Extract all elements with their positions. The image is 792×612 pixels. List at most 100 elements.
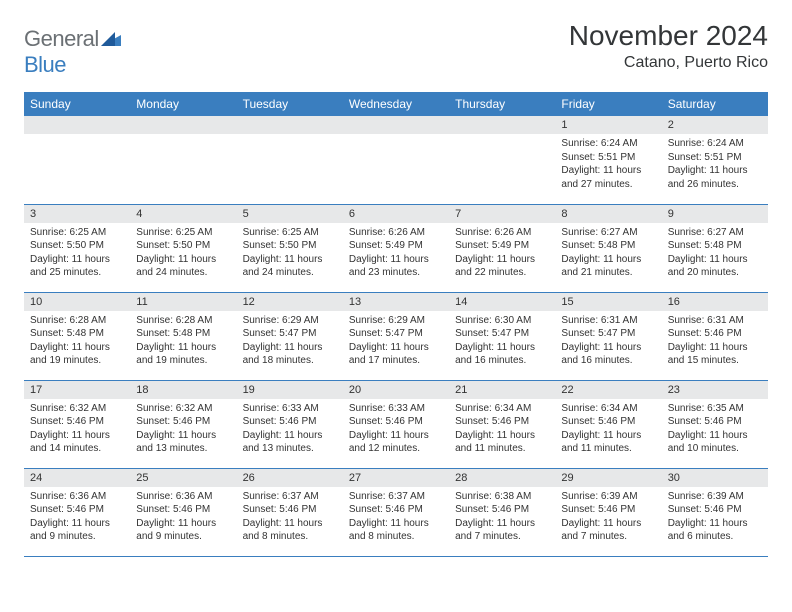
day-number: 8 (555, 205, 661, 223)
weekday-header: Friday (555, 92, 661, 116)
day-detail: Sunrise: 6:33 AMSunset: 5:46 PMDaylight:… (237, 399, 343, 460)
daylight-text: Daylight: 11 hours and 7 minutes. (455, 517, 549, 544)
weekday-header: Tuesday (237, 92, 343, 116)
sunrise-text: Sunrise: 6:24 AM (561, 137, 655, 151)
sunrise-text: Sunrise: 6:31 AM (561, 314, 655, 328)
logo-text: GeneralBlue (24, 26, 121, 78)
day-number: 7 (449, 205, 555, 223)
calendar-cell: 26Sunrise: 6:37 AMSunset: 5:46 PMDayligh… (237, 468, 343, 556)
calendar-cell: 17Sunrise: 6:32 AMSunset: 5:46 PMDayligh… (24, 380, 130, 468)
day-detail (343, 134, 449, 194)
logo-part1: General (24, 26, 99, 51)
calendar-cell: 21Sunrise: 6:34 AMSunset: 5:46 PMDayligh… (449, 380, 555, 468)
logo-part2: Blue (24, 52, 66, 77)
day-number: 24 (24, 469, 130, 487)
day-number: 5 (237, 205, 343, 223)
day-number (237, 116, 343, 134)
day-detail: Sunrise: 6:37 AMSunset: 5:46 PMDaylight:… (343, 487, 449, 548)
daylight-text: Daylight: 11 hours and 26 minutes. (668, 164, 762, 191)
day-number: 16 (662, 293, 768, 311)
daylight-text: Daylight: 11 hours and 13 minutes. (243, 429, 337, 456)
day-number: 2 (662, 116, 768, 134)
calendar-table: Sunday Monday Tuesday Wednesday Thursday… (24, 92, 768, 557)
sunset-text: Sunset: 5:47 PM (349, 327, 443, 341)
sunset-text: Sunset: 5:49 PM (349, 239, 443, 253)
day-number (449, 116, 555, 134)
day-number: 4 (130, 205, 236, 223)
day-number: 30 (662, 469, 768, 487)
sunrise-text: Sunrise: 6:37 AM (349, 490, 443, 504)
location: Catano, Puerto Rico (569, 54, 768, 72)
sunset-text: Sunset: 5:46 PM (668, 503, 762, 517)
calendar-cell (343, 116, 449, 204)
daylight-text: Daylight: 11 hours and 14 minutes. (30, 429, 124, 456)
sunset-text: Sunset: 5:48 PM (668, 239, 762, 253)
daylight-text: Daylight: 11 hours and 10 minutes. (668, 429, 762, 456)
calendar-cell: 30Sunrise: 6:39 AMSunset: 5:46 PMDayligh… (662, 468, 768, 556)
day-detail: Sunrise: 6:36 AMSunset: 5:46 PMDaylight:… (24, 487, 130, 548)
day-detail: Sunrise: 6:29 AMSunset: 5:47 PMDaylight:… (343, 311, 449, 372)
sunrise-text: Sunrise: 6:24 AM (668, 137, 762, 151)
daylight-text: Daylight: 11 hours and 9 minutes. (30, 517, 124, 544)
calendar-cell: 12Sunrise: 6:29 AMSunset: 5:47 PMDayligh… (237, 292, 343, 380)
daylight-text: Daylight: 11 hours and 9 minutes. (136, 517, 230, 544)
sunrise-text: Sunrise: 6:39 AM (561, 490, 655, 504)
sunset-text: Sunset: 5:47 PM (561, 327, 655, 341)
day-detail: Sunrise: 6:31 AMSunset: 5:46 PMDaylight:… (662, 311, 768, 372)
calendar-cell (24, 116, 130, 204)
calendar-cell (130, 116, 236, 204)
calendar-cell: 16Sunrise: 6:31 AMSunset: 5:46 PMDayligh… (662, 292, 768, 380)
calendar-row: 17Sunrise: 6:32 AMSunset: 5:46 PMDayligh… (24, 380, 768, 468)
day-number: 25 (130, 469, 236, 487)
calendar-cell (237, 116, 343, 204)
calendar-cell: 22Sunrise: 6:34 AMSunset: 5:46 PMDayligh… (555, 380, 661, 468)
sunset-text: Sunset: 5:50 PM (243, 239, 337, 253)
day-number: 29 (555, 469, 661, 487)
sunset-text: Sunset: 5:46 PM (561, 503, 655, 517)
day-detail: Sunrise: 6:26 AMSunset: 5:49 PMDaylight:… (343, 223, 449, 284)
sunset-text: Sunset: 5:46 PM (349, 503, 443, 517)
sunset-text: Sunset: 5:48 PM (561, 239, 655, 253)
sunset-text: Sunset: 5:48 PM (30, 327, 124, 341)
daylight-text: Daylight: 11 hours and 24 minutes. (243, 253, 337, 280)
sunrise-text: Sunrise: 6:29 AM (243, 314, 337, 328)
daylight-text: Daylight: 11 hours and 19 minutes. (30, 341, 124, 368)
title-block: November 2024 Catano, Puerto Rico (569, 20, 768, 72)
calendar-cell: 14Sunrise: 6:30 AMSunset: 5:47 PMDayligh… (449, 292, 555, 380)
weekday-header: Monday (130, 92, 236, 116)
sunset-text: Sunset: 5:46 PM (30, 503, 124, 517)
calendar-head: Sunday Monday Tuesday Wednesday Thursday… (24, 92, 768, 116)
sunrise-text: Sunrise: 6:28 AM (30, 314, 124, 328)
day-number: 10 (24, 293, 130, 311)
daylight-text: Daylight: 11 hours and 11 minutes. (455, 429, 549, 456)
sunrise-text: Sunrise: 6:35 AM (668, 402, 762, 416)
day-number: 13 (343, 293, 449, 311)
day-detail: Sunrise: 6:32 AMSunset: 5:46 PMDaylight:… (130, 399, 236, 460)
day-detail: Sunrise: 6:27 AMSunset: 5:48 PMDaylight:… (555, 223, 661, 284)
day-number (343, 116, 449, 134)
day-number: 9 (662, 205, 768, 223)
daylight-text: Daylight: 11 hours and 6 minutes. (668, 517, 762, 544)
day-detail (24, 134, 130, 194)
daylight-text: Daylight: 11 hours and 22 minutes. (455, 253, 549, 280)
day-detail: Sunrise: 6:29 AMSunset: 5:47 PMDaylight:… (237, 311, 343, 372)
calendar-cell: 20Sunrise: 6:33 AMSunset: 5:46 PMDayligh… (343, 380, 449, 468)
sunset-text: Sunset: 5:46 PM (561, 415, 655, 429)
day-number: 20 (343, 381, 449, 399)
sunset-text: Sunset: 5:50 PM (136, 239, 230, 253)
calendar-cell: 5Sunrise: 6:25 AMSunset: 5:50 PMDaylight… (237, 204, 343, 292)
day-number: 15 (555, 293, 661, 311)
calendar-cell (449, 116, 555, 204)
sunrise-text: Sunrise: 6:31 AM (668, 314, 762, 328)
day-number (24, 116, 130, 134)
sunrise-text: Sunrise: 6:26 AM (349, 226, 443, 240)
day-number: 21 (449, 381, 555, 399)
day-number: 27 (343, 469, 449, 487)
calendar-cell: 29Sunrise: 6:39 AMSunset: 5:46 PMDayligh… (555, 468, 661, 556)
sunrise-text: Sunrise: 6:38 AM (455, 490, 549, 504)
daylight-text: Daylight: 11 hours and 11 minutes. (561, 429, 655, 456)
sunset-text: Sunset: 5:50 PM (30, 239, 124, 253)
sunset-text: Sunset: 5:46 PM (30, 415, 124, 429)
sunset-text: Sunset: 5:46 PM (349, 415, 443, 429)
day-detail: Sunrise: 6:28 AMSunset: 5:48 PMDaylight:… (24, 311, 130, 372)
